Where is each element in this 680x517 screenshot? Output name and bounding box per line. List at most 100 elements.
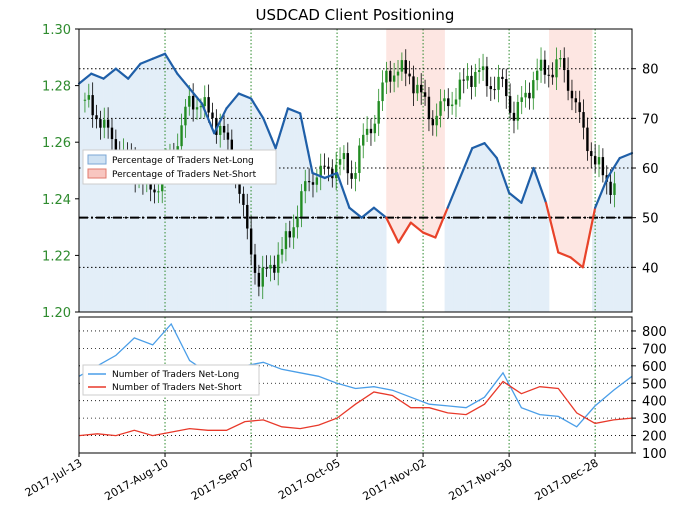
date-tick-label: 2017-Oct-05 <box>276 456 342 502</box>
candle-body <box>427 96 431 120</box>
long-shade-column <box>260 115 264 313</box>
long-shade-column <box>509 194 513 312</box>
candle-body <box>238 175 241 194</box>
candle-body <box>296 216 299 228</box>
long-shade-column <box>223 111 227 313</box>
long-shade-column <box>85 77 89 312</box>
trader-count-lines <box>78 322 633 437</box>
long-shade-column <box>487 148 491 312</box>
long-shade-column <box>343 194 347 312</box>
long-shade-column <box>361 216 366 312</box>
long-shade-column <box>195 97 200 313</box>
long-shade-column <box>88 74 92 312</box>
long-shade-column <box>186 86 190 312</box>
short-shade-column <box>389 29 393 227</box>
candle-body <box>454 99 458 105</box>
candle-body <box>508 96 512 113</box>
long-shade-column <box>619 157 624 312</box>
net-long-percentage-segment <box>286 107 302 115</box>
net-long-percentage-segment <box>434 206 449 239</box>
candle-body <box>99 119 102 128</box>
net-long-percentage-segment <box>372 206 388 219</box>
net-long-percentage-segment <box>274 107 290 150</box>
net-long-percentage-segment <box>176 72 191 90</box>
candle-body <box>292 227 295 238</box>
long-shade-column <box>628 153 633 312</box>
candle-body <box>307 181 311 183</box>
bottom-legend: Number of Traders Net-Long Number of Tra… <box>82 364 260 396</box>
short-shade-column <box>573 29 577 262</box>
net-long-percentage-segment <box>127 62 142 80</box>
long-shade-column <box>235 95 240 312</box>
percent-tick-label: 40 <box>642 261 659 276</box>
net-long-percentage-segment <box>569 256 584 269</box>
long-shade-column <box>82 79 86 312</box>
long-shade-column <box>192 94 197 312</box>
long-shade-column <box>456 181 461 312</box>
long-shade-column <box>229 102 233 312</box>
long-shade-column <box>533 172 538 312</box>
net-long-percentage-segment <box>323 171 339 180</box>
candle-body <box>83 99 87 101</box>
count-tick-label: 600 <box>642 360 667 375</box>
candle-body <box>249 228 253 255</box>
long-shade-column <box>294 111 298 313</box>
legend-label-count-short: Number of Traders Net-Short <box>112 383 242 393</box>
long-shade-column <box>499 171 504 312</box>
long-shade-column <box>352 211 356 312</box>
short-shade-column <box>570 29 574 259</box>
price-tick-label: 1.22 <box>42 249 71 264</box>
long-shade-column <box>515 199 519 312</box>
long-shade-column <box>472 147 476 312</box>
short-shade-column <box>576 29 581 264</box>
long-shade-column <box>297 112 301 312</box>
long-shade-column <box>211 129 215 312</box>
candle-body <box>350 173 353 179</box>
candle-body <box>551 74 554 78</box>
candle-body <box>539 59 543 71</box>
long-shade-column <box>616 160 621 312</box>
candle-body <box>597 157 601 165</box>
candle-body <box>416 84 419 94</box>
count-tick-label: 300 <box>642 412 667 427</box>
top-legend-box <box>82 149 277 185</box>
candle-body <box>512 112 516 121</box>
legend-swatch-net-short <box>87 168 107 179</box>
candle-body <box>458 79 462 100</box>
candle-body <box>188 95 191 107</box>
legend-label-count-long: Number of Traders Net-Long <box>112 370 239 380</box>
candle-body <box>226 132 230 140</box>
candle-body <box>420 84 423 93</box>
short-shade-column <box>582 29 587 260</box>
net-long-percentage-segment <box>471 142 486 150</box>
long-shade-column <box>377 211 381 312</box>
net-long-percentage-segment <box>188 87 203 105</box>
count-tick-label: 200 <box>642 430 667 445</box>
date-tick-label: 2017-Dec-28 <box>532 456 600 503</box>
net-long-percentage-segment <box>151 52 167 60</box>
net-long-percentage-segment <box>397 221 412 244</box>
long-shade-column <box>610 170 614 312</box>
long-shade-column <box>607 175 611 312</box>
long-shade-column <box>146 60 150 312</box>
candle-body <box>265 267 268 269</box>
long-shade-column <box>502 179 507 312</box>
net-long-percentage-segment <box>237 92 253 100</box>
long-shade-column <box>201 107 206 313</box>
candle-body <box>342 153 346 160</box>
short-shade-column <box>395 29 399 240</box>
long-shade-column <box>493 156 498 312</box>
candle-body <box>450 104 454 107</box>
short-shade-column <box>438 29 442 227</box>
net-long-percentage-segment <box>409 221 425 234</box>
candle-body <box>191 95 195 110</box>
long-shade-column <box>257 110 261 312</box>
long-shade-column <box>287 109 292 313</box>
long-shade-column <box>337 177 341 312</box>
date-axis-ticks: 2017-Jul-13 2017-Aug-10 2017-Sep-07 2017-Oc… <box>23 453 601 503</box>
short-shade-column <box>588 29 593 231</box>
top-legend: Percentage of Traders Net-Long Percentag… <box>82 149 277 185</box>
candle-body <box>477 70 481 72</box>
candle-body <box>381 82 384 102</box>
date-tick-label: 2017-Sep-07 <box>189 456 257 503</box>
